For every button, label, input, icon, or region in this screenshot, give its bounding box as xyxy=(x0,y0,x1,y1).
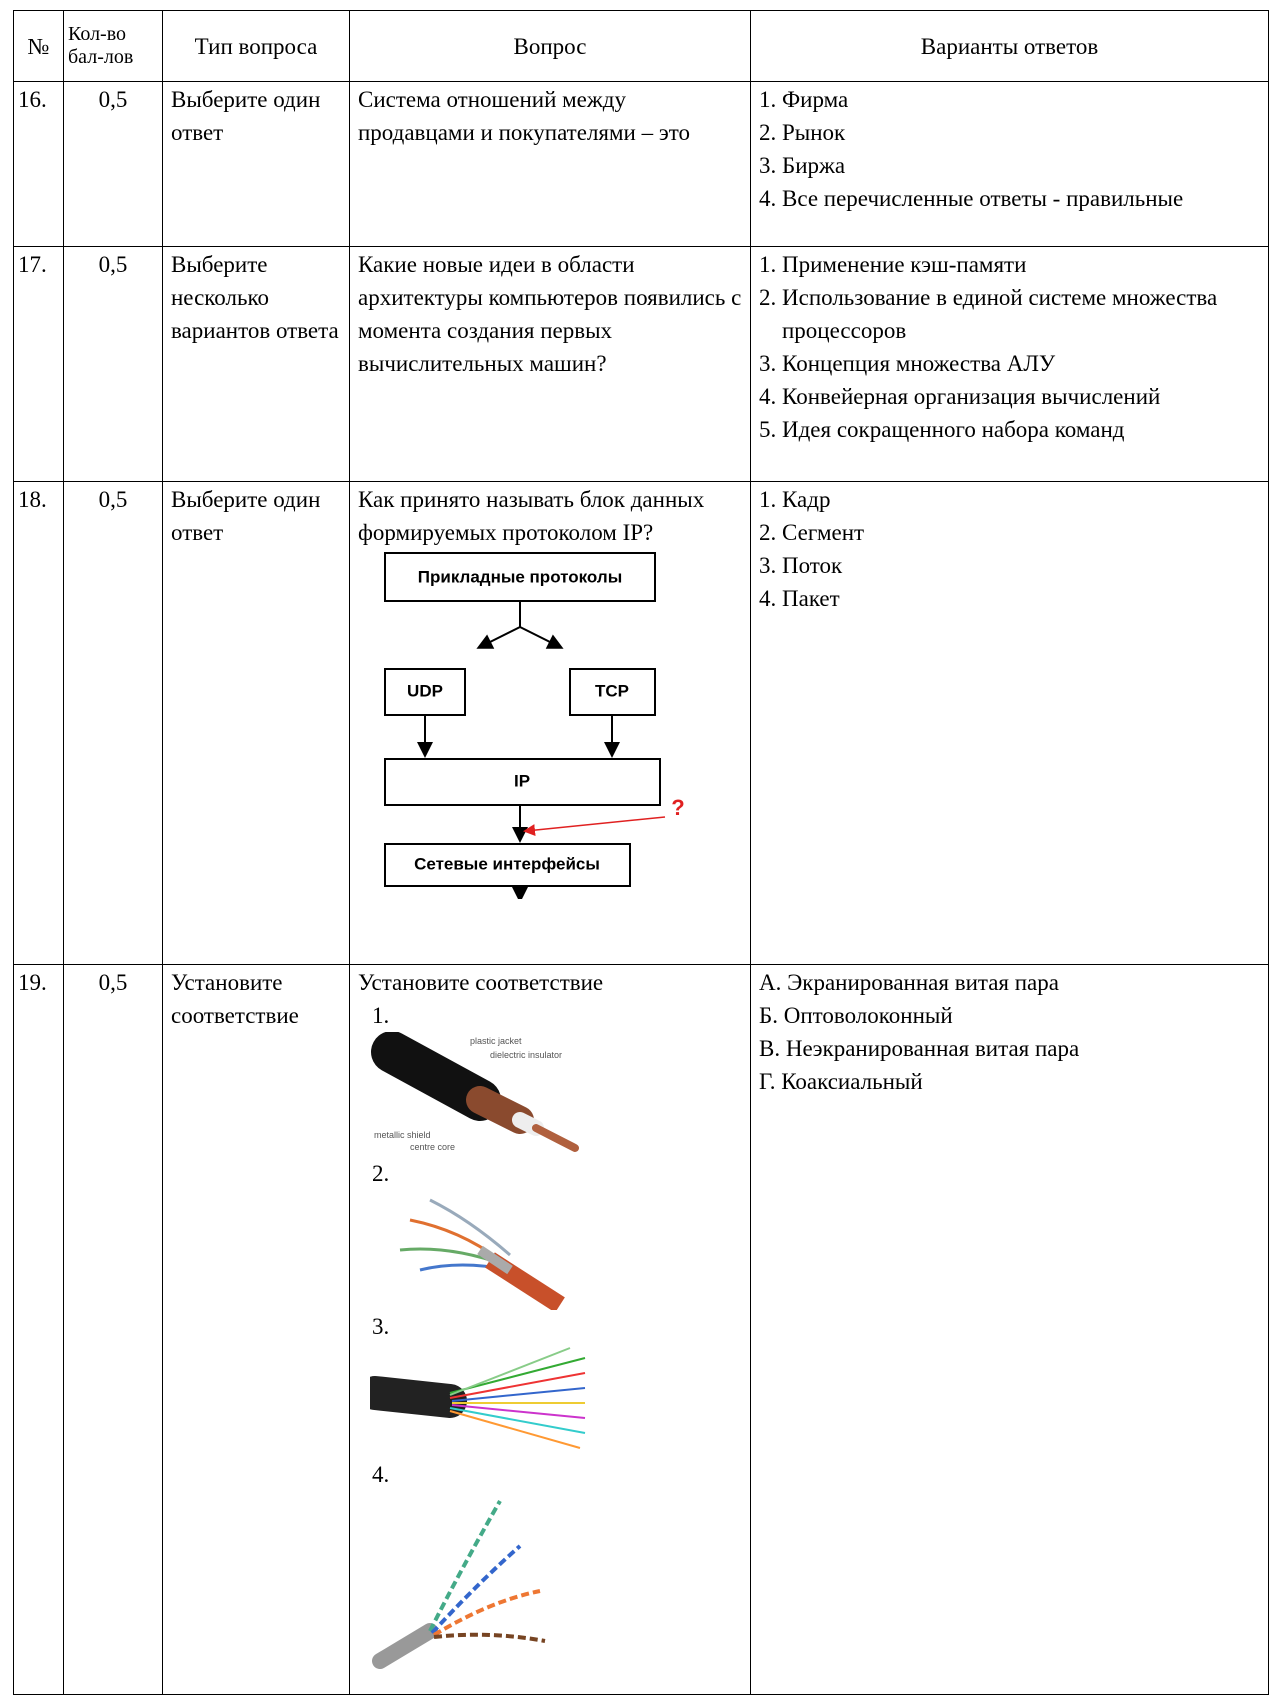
utp-image xyxy=(372,1500,546,1669)
answer-option: 3. Концепция множества АЛУ xyxy=(759,351,1056,376)
header-row: № Кол-во бал-лов Тип вопроса Вопрос Вари… xyxy=(13,10,1269,82)
image-label: 4. xyxy=(372,1462,390,1487)
type: Установите соответствие xyxy=(162,964,350,1695)
answer-option: 2. Использование в единой системе множес… xyxy=(759,285,1218,343)
image-caption: centre core xyxy=(410,1142,455,1152)
header-cell: Кол-во бал-лов xyxy=(63,10,163,82)
answer-option: 3. Поток xyxy=(759,553,843,578)
answers: 1. Фирма 2. Рынок 3. Биржа 4. Все перечисле… xyxy=(750,81,1269,247)
number: 18. xyxy=(13,481,64,965)
answer-option: 4. Все перечисленные ответы - правильные xyxy=(759,186,1184,211)
header-cell: Тип вопроса xyxy=(162,10,350,82)
header-cell: № xyxy=(13,10,64,82)
diagram-marker: ? xyxy=(671,795,684,820)
diagram-label: Сетевые интерфейсы xyxy=(414,854,600,873)
answer-option: 1. Фирма xyxy=(759,87,849,112)
question: Система отношений между продавцами и пок… xyxy=(349,81,751,247)
diagram-label: UDP xyxy=(407,681,443,700)
row: 17. 0,5 Выберите несколько вариантов отв… xyxy=(13,246,1269,482)
diagram-label: TCP xyxy=(595,681,629,700)
type: Выберите один ответ xyxy=(162,81,350,247)
row: 16. 0,5 Выберите один ответ Система отно… xyxy=(13,81,1269,247)
number: 19. xyxy=(13,964,64,1695)
image-caption: plastic jacket xyxy=(470,1036,522,1046)
answer-option: 2. Рынок xyxy=(759,120,846,145)
answers: А. Экранированная витая пара Б. Оптоволок… xyxy=(750,964,1269,1695)
answer-option: 1. Кадр xyxy=(759,487,831,512)
image-label: 2. xyxy=(372,1161,390,1186)
answer-option: Б. Оптоволоконный xyxy=(759,1003,953,1028)
image-label: 3. xyxy=(372,1314,390,1339)
row: 19. 0,5 Установите соответствие Установи… xyxy=(13,964,1269,1695)
question: Установите соответствие xyxy=(358,970,604,995)
points: 0,5 xyxy=(63,964,163,1695)
header-cell: Вопрос xyxy=(349,10,751,82)
points: 0,5 xyxy=(63,246,163,482)
answer-option: 2. Сегмент xyxy=(759,520,865,545)
answer-option: Г. Коаксиальный xyxy=(759,1069,923,1094)
protocol-diagram: Прикладные протоколы UDP TCP IP Сетевые … xyxy=(384,552,685,899)
fiber-image xyxy=(370,1347,586,1449)
type: Выберите один ответ xyxy=(162,481,350,965)
diagram-label: IP xyxy=(514,771,530,790)
points: 0,5 xyxy=(63,481,163,965)
question: Как принято называть блок данных формиру… xyxy=(358,487,705,545)
image-label: 1. xyxy=(372,1003,390,1028)
points: 0,5 xyxy=(63,81,163,247)
answer-option: 1. Применение кэш-памяти xyxy=(759,252,1027,277)
type: Выберите несколько вариантов ответа xyxy=(162,246,350,482)
number: 16. xyxy=(13,81,64,247)
diagram-label: Прикладные протоколы xyxy=(418,567,622,586)
image-caption: metallic shield xyxy=(374,1130,431,1140)
answer-option: 4. Пакет xyxy=(759,586,840,611)
answer-option: В. Неэкранированная витая пара xyxy=(759,1036,1080,1061)
answers: 1. Применение кэш-памяти 2. Использование… xyxy=(750,246,1269,482)
image-caption: dielectric insulator xyxy=(490,1050,562,1060)
answers: 1. Кадр 2. Сегмент 3. Поток 4. Пакет xyxy=(750,481,1269,965)
header-cell: Варианты ответов xyxy=(750,10,1269,82)
coax-image: plastic jacket dielectric insulator meta… xyxy=(371,1032,579,1152)
answer-option: 5. Идея сокращенного набора команд xyxy=(759,417,1125,442)
answer-option: А. Экранированная витая пара xyxy=(759,970,1059,995)
row: 18. 0,5 Выберите один ответ Как принято … xyxy=(13,481,1269,965)
number: 17. xyxy=(13,246,64,482)
answer-option: 3. Биржа xyxy=(759,153,846,178)
question-cell: Установите соответствие 1. plastic jacke… xyxy=(349,964,751,1695)
quiz-table: № Кол-во бал-лов Тип вопроса Вопрос Вари… xyxy=(13,10,1269,1695)
question-cell: Как принято называть блок данных формиру… xyxy=(349,481,751,965)
answer-option: 4. Конвейерная организация вычислений xyxy=(759,384,1161,409)
stp-image xyxy=(399,1198,565,1310)
question: Какие новые идеи в области архитектуры к… xyxy=(349,246,751,482)
